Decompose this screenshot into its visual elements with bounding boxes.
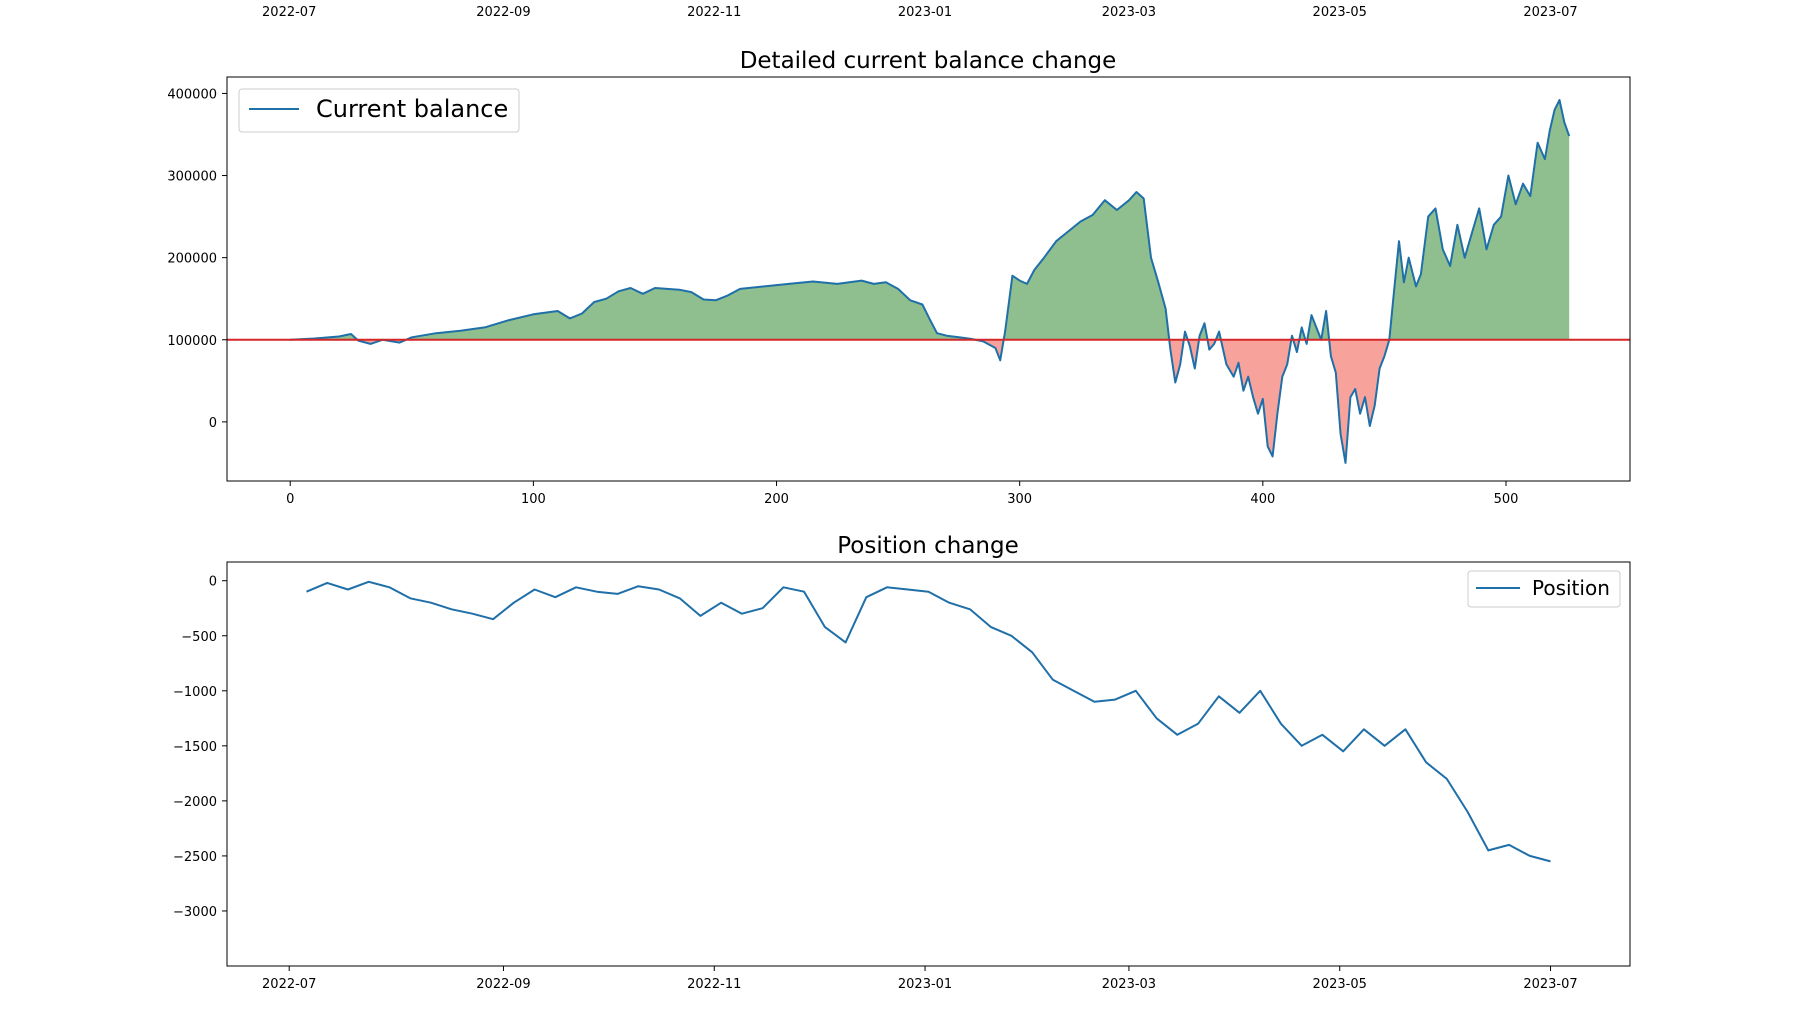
profit-area: [1307, 311, 1330, 340]
profit-area: [1389, 100, 1570, 340]
balance-y-tick-label: 400000: [167, 87, 217, 102]
position-x-tick-label: 2022-07: [262, 977, 316, 992]
position-y-tick-label: −2000: [173, 795, 217, 810]
balance-y-tick-label: 200000: [167, 252, 217, 267]
position-x-tick-label: 2022-09: [476, 977, 530, 992]
position-plot-area: [306, 580, 1551, 863]
balance-legend-box: [238, 88, 520, 133]
position-y-tick-label: −1500: [173, 740, 217, 755]
loss-area: [1169, 339, 1184, 383]
position-x-tick-label: 2023-01: [898, 977, 952, 992]
balance-y-tick-label: 300000: [167, 170, 217, 185]
balance-y-tick-label: 0: [209, 416, 217, 431]
loss-area: [357, 339, 383, 344]
balance-y-axis: 0 100000 200000 300000 400000: [167, 87, 227, 431]
position-y-tick-label: −500: [181, 630, 217, 645]
position-legend: Position: [1467, 570, 1621, 608]
top-date-tick-label: 2023-05: [1313, 5, 1367, 20]
position-y-tick-label: −2500: [173, 850, 217, 865]
position-x-tick-label: 2023-05: [1313, 977, 1367, 992]
top-date-tick-label: 2023-03: [1102, 5, 1156, 20]
top-date-tick-label: 2022-07: [262, 5, 316, 20]
loss-area: [975, 339, 1004, 361]
balance-plot-frame: [226, 76, 1631, 482]
balance-line: [290, 99, 1571, 464]
position-plot-frame: [226, 561, 1631, 967]
position-legend-label: Position: [1532, 576, 1610, 600]
balance-x-tick-label: 200: [764, 492, 789, 507]
position-x-tick-label: 2023-07: [1523, 977, 1577, 992]
loss-area: [1329, 339, 1390, 463]
top-date-tick-label: 2023-01: [898, 5, 952, 20]
position-line: [306, 580, 1551, 863]
profit-area: [1199, 323, 1208, 340]
balance-plot-area: [227, 99, 1630, 464]
top-date-tick-label: 2022-09: [476, 5, 530, 20]
balance-x-axis: 0 100 200 300 400 500: [286, 481, 1518, 507]
position-x-tick-label: 2023-03: [1102, 977, 1156, 992]
position-y-tick-label: −3000: [173, 905, 217, 920]
balance-x-tick-label: 500: [1494, 492, 1519, 507]
loss-area: [1220, 339, 1292, 457]
balance-chart-title: Detailed current balance change: [740, 48, 1117, 74]
position-y-axis: 0 −500 −1000 −1500 −2000 −2500 −3000: [173, 575, 227, 920]
top-date-axis: 2022-07 2022-09 2022-11 2023-01 2023-03 2023-…: [262, 5, 1578, 20]
position-legend-box: [1467, 570, 1621, 608]
balance-x-tick-label: 300: [1007, 492, 1032, 507]
top-date-tick-label: 2022-11: [687, 5, 741, 20]
balance-x-tick-label: 400: [1250, 492, 1275, 507]
balance-legend-label: Current balance: [316, 95, 508, 123]
position-x-tick-label: 2022-11: [687, 977, 741, 992]
balance-x-tick-label: 100: [521, 492, 546, 507]
position-y-tick-label: 0: [209, 575, 217, 590]
balance-y-tick-label: 100000: [167, 334, 217, 349]
top-date-tick-label: 2023-07: [1523, 5, 1577, 20]
profit-area: [1003, 192, 1170, 340]
profit-area: [406, 280, 976, 340]
position-x-axis: 2022-07 2022-09 2022-11 2023-01 2023-03 2023-…: [262, 966, 1578, 992]
position-y-tick-label: −1000: [173, 685, 217, 700]
profit-area: [290, 334, 358, 340]
balance-legend: Current balance: [238, 88, 520, 133]
position-chart-title: Position change: [837, 533, 1019, 559]
balance-x-tick-label: 0: [286, 492, 294, 507]
